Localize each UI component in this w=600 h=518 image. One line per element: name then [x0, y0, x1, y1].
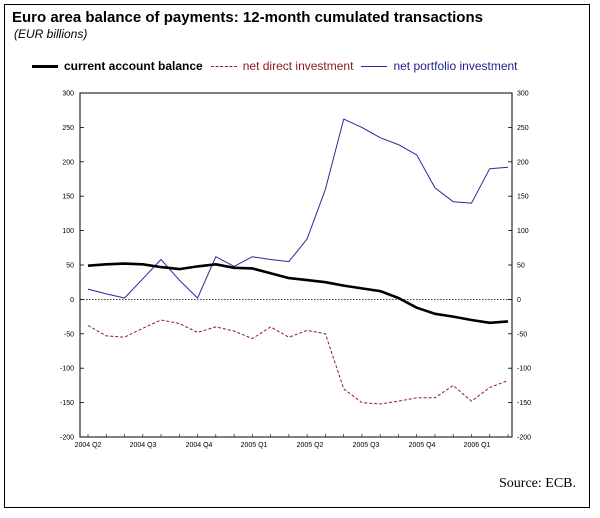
source-note: Source: ECB.	[499, 476, 576, 491]
legend-label-direct-investment: net direct investment	[242, 59, 354, 73]
y-tick-label-right: 250	[517, 125, 529, 132]
y-tick-label-left: -150	[60, 400, 74, 407]
y-tick-label-right: 200	[517, 159, 529, 166]
series-current-account	[87, 262, 509, 325]
y-tick-label-right: -200	[517, 435, 531, 442]
y-tick-label-left: -100	[60, 366, 74, 373]
x-axis: 2004 Q2 2004 Q3 2004 Q4 2005 Q1 2005 Q2 2005 …	[75, 434, 509, 449]
x-tick-label: 2004 Q4	[186, 442, 213, 449]
y-axis-right: 300 250 200 150 100 50 0 -50 -100 -150 -200	[508, 91, 531, 442]
series-direct-investment	[87, 319, 509, 405]
x-tick-label: 2005 Q4	[409, 442, 436, 449]
y-tick-label-left: 50	[66, 263, 74, 270]
y-tick-label-left: 100	[62, 228, 74, 235]
y-tick-label-right: 300	[517, 91, 529, 98]
y-tick-label-left: -50	[64, 331, 74, 338]
x-tick-label: 2004 Q2	[75, 442, 102, 449]
chart-frame	[4, 4, 590, 508]
y-tick-label-right: 150	[517, 194, 529, 201]
legend-swatch-portfolio	[361, 65, 388, 67]
x-tick-label: 2005 Q3	[353, 442, 380, 449]
y-tick-label-left: 250	[62, 125, 74, 132]
y-tick-label-right: 50	[517, 263, 525, 270]
x-tick-label: 2004 Q3	[130, 442, 157, 449]
y-tick-label-right: -150	[517, 400, 531, 407]
legend-item-current-account: current account balance	[32, 59, 203, 73]
series-portfolio	[87, 118, 509, 299]
legend-swatch-direct-investment	[210, 65, 237, 67]
y-tick-label-right: 100	[517, 228, 529, 235]
chart-legend: current account balance net direct inves…	[32, 58, 526, 74]
y-tick-label-left: -200	[60, 435, 74, 442]
y-tick-label-right: -100	[517, 366, 531, 373]
y-tick-label-left: 0	[70, 297, 74, 304]
legend-label-portfolio: net portfolio investment	[393, 59, 518, 73]
series-layer	[87, 118, 509, 405]
legend-item-direct-investment: net direct investment	[210, 59, 354, 73]
chart-subtitle: (EUR billions)	[14, 27, 88, 41]
y-tick-label-left: 300	[62, 91, 74, 98]
x-tick-label: 2005 Q1	[241, 442, 268, 449]
legend-item-portfolio: net portfolio investment	[361, 59, 518, 73]
x-tick-label: 2006 Q1	[464, 442, 491, 449]
y-tick-label-right: -50	[517, 331, 527, 338]
x-tick-label: 2005 Q2	[297, 442, 324, 449]
y-tick-label-left: 200	[62, 159, 74, 166]
y-tick-label-right: 0	[517, 297, 521, 304]
legend-swatch-current-account	[32, 64, 58, 68]
y-tick-label-left: 150	[62, 194, 74, 201]
y-axis-left: 300 250 200 150 100 50 0 -50 -100 -150 -200	[60, 91, 84, 442]
chart-title: Euro area balance of payments: 12-month …	[12, 9, 483, 26]
legend-label-current-account: current account balance	[64, 59, 203, 73]
